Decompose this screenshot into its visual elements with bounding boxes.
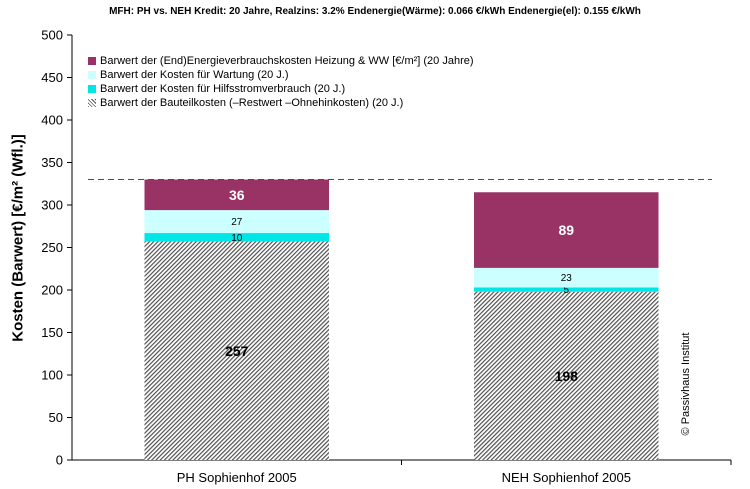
- data-label: 257: [225, 343, 249, 359]
- y-tick-label: 250: [41, 240, 63, 255]
- data-label: 10: [231, 233, 243, 244]
- copyright-annotation: © Passivhaus Institut: [680, 332, 692, 436]
- legend-item-building: Barwert der Bauteilkosten (–Restwert –Oh…: [88, 95, 403, 110]
- y-tick-label: 450: [41, 70, 63, 85]
- legend-item-maintenance: Barwert der Kosten für Wartung (20 J.): [88, 67, 289, 82]
- data-label: 36: [229, 187, 245, 203]
- legend: Barwert der (End)Energieverbrauchskosten…: [82, 50, 572, 112]
- data-label: 27: [231, 217, 243, 228]
- bar-segment: [144, 179, 330, 211]
- y-tick-label: 0: [56, 453, 63, 468]
- legend-swatch-maintenance: [88, 70, 96, 79]
- x-tick-label: NEH Sophienhof 2005: [502, 470, 631, 485]
- bar-segment: [144, 210, 330, 234]
- y-tick-label: 150: [41, 325, 63, 340]
- legend-item-energy: Barwert der (End)Energieverbrauchskosten…: [88, 53, 474, 68]
- data-label: 89: [558, 222, 574, 238]
- y-tick-label: 50: [49, 410, 63, 425]
- y-tick-label: 400: [41, 113, 63, 128]
- bar-segment: [473, 291, 659, 460]
- y-tick-label: 500: [41, 28, 63, 43]
- bar-segment: [473, 287, 659, 292]
- bar-segment: [144, 233, 330, 242]
- data-label: 198: [555, 368, 579, 384]
- legend-swatch-building: [88, 98, 96, 107]
- chart-subtitle: MFH: PH vs. NEH Kredit: 20 Jahre, Realzi…: [109, 6, 641, 17]
- y-tick-label: 200: [41, 283, 63, 298]
- y-tick-label: 350: [41, 155, 63, 170]
- legend-swatch-aux-power: [88, 84, 96, 93]
- y-tick-label: 100: [41, 368, 63, 383]
- bar-segment: [144, 241, 330, 460]
- y-tick-label: 300: [41, 198, 63, 213]
- legend-item-aux-power: Barwert der Kosten für Hilfsstromverbrau…: [88, 81, 345, 96]
- legend-label-aux-power: Barwert der Kosten für Hilfsstromverbrau…: [100, 82, 346, 95]
- legend-label-energy: Barwert der (End)Energieverbrauchskosten…: [100, 54, 474, 67]
- legend-label-building: Barwert der Bauteilkosten (–Restwert –Oh…: [100, 96, 404, 109]
- legend-swatch-energy: [88, 56, 96, 65]
- legend-label-maintenance: Barwert der Kosten für Wartung (20 J.): [100, 68, 289, 81]
- data-label: 5: [563, 285, 569, 296]
- data-label: 23: [561, 273, 573, 284]
- x-tick-label: PH Sophienhof 2005: [177, 470, 297, 485]
- bar-segment: [473, 267, 659, 288]
- bar-segment: [473, 192, 659, 268]
